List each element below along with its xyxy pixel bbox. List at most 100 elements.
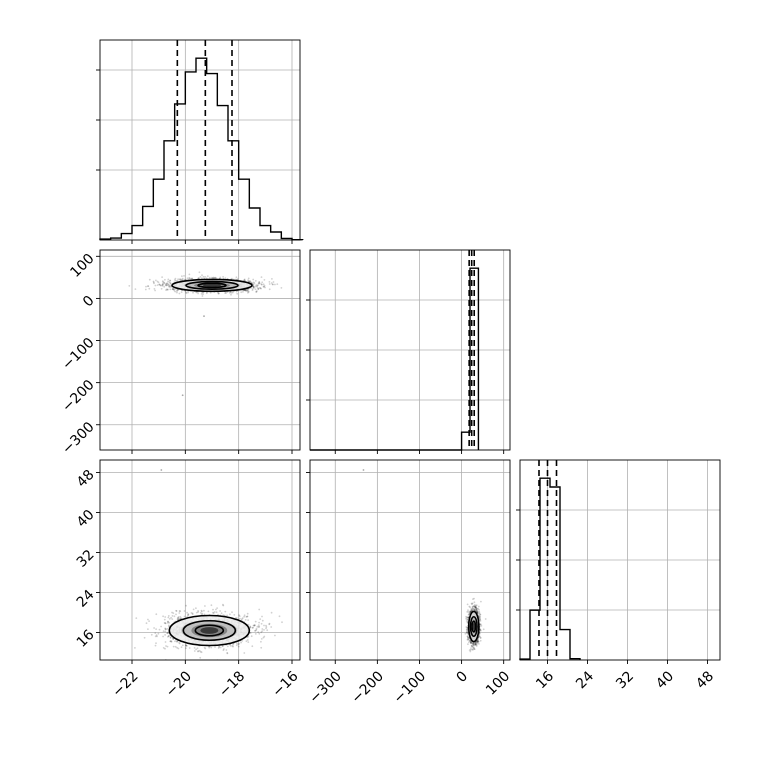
sample-point (167, 283, 170, 285)
sample-point (263, 629, 265, 631)
sample-point (472, 648, 474, 651)
sample-point (159, 284, 162, 287)
sample-point (261, 628, 264, 630)
sample-point (473, 605, 475, 608)
sample-point (174, 640, 176, 643)
sample-point (222, 604, 225, 607)
sample-point (475, 608, 477, 611)
sample-point (177, 647, 180, 650)
sample-point (466, 626, 469, 629)
sample-point (173, 279, 176, 281)
sample-point (212, 277, 215, 279)
sample-point (169, 284, 172, 287)
sample-point (471, 605, 474, 608)
sample-point (157, 281, 160, 284)
sample-point (475, 609, 478, 611)
sample-point (185, 291, 188, 294)
sample-point (212, 612, 215, 614)
sample-point (187, 613, 190, 616)
sample-point (162, 635, 165, 638)
sample-point (480, 629, 482, 632)
sample-point (185, 644, 188, 647)
sample-point (247, 623, 250, 626)
sample-point (262, 636, 265, 639)
sample-point (248, 280, 251, 283)
sample-point (170, 641, 173, 643)
sample-point (156, 280, 159, 283)
histogram-panel-p1 (306, 249, 511, 454)
sample-point (479, 618, 481, 621)
sample-point (255, 291, 257, 293)
sample-point (187, 614, 189, 617)
sample-point (252, 285, 255, 288)
sample-point (469, 641, 472, 643)
sample-point (162, 647, 165, 649)
sample-point (474, 605, 477, 608)
sample-point (469, 610, 471, 613)
sample-point (155, 628, 158, 630)
sample-point (466, 621, 469, 624)
sample-point (474, 643, 477, 646)
sample-point (475, 607, 478, 610)
sample-point (259, 618, 262, 620)
sample-point (153, 282, 155, 285)
sample-point (468, 605, 471, 608)
sample-point (247, 635, 250, 638)
sample-point (466, 618, 469, 621)
sample-point (214, 646, 216, 648)
sample-point (274, 634, 276, 637)
sample-point (197, 277, 200, 280)
sample-point (471, 642, 474, 645)
sample-point (164, 616, 167, 618)
sample-point (193, 650, 196, 652)
sample-point (255, 627, 258, 630)
sample-point (201, 295, 204, 297)
sample-point (257, 626, 260, 628)
sample-point (251, 288, 254, 290)
sample-point (210, 604, 213, 607)
histogram-panel-p2 (516, 459, 721, 664)
sample-point (164, 622, 167, 625)
sample-point (465, 616, 468, 619)
sample-point (470, 647, 472, 649)
sample-point (176, 617, 179, 620)
sample-point (257, 288, 260, 291)
sample-point (197, 277, 200, 280)
sample-point (475, 641, 477, 644)
sample-point (171, 611, 173, 614)
sample-point (251, 289, 254, 291)
sample-point (475, 642, 477, 645)
sample-point (166, 632, 169, 634)
sample-point (467, 636, 470, 639)
sample-point (153, 627, 156, 629)
sample-point (222, 649, 225, 652)
sample-point (247, 291, 249, 294)
sample-point (166, 628, 169, 630)
sample-point (169, 282, 172, 284)
sample-point (172, 288, 175, 290)
sample-point (475, 608, 478, 611)
sample-point (469, 642, 472, 645)
sample-point (166, 284, 168, 287)
sample-point (241, 617, 244, 619)
sample-point (246, 615, 249, 618)
sample-point (465, 626, 468, 628)
sample-point (466, 628, 468, 630)
sample-point (162, 281, 165, 284)
sample-point (239, 617, 241, 620)
sample-point (186, 645, 188, 647)
sample-point (177, 289, 180, 291)
contour-line (467, 610, 480, 643)
sample-point (467, 637, 469, 639)
sample-point (479, 639, 482, 642)
sample-point (166, 288, 169, 291)
sample-point (468, 641, 470, 644)
sample-point (181, 275, 183, 278)
sample-point (247, 619, 250, 621)
sample-point (175, 640, 178, 643)
x-tick-label: 40 (653, 668, 677, 692)
sample-point (479, 623, 482, 626)
sample-point (245, 616, 248, 618)
sample-point (169, 282, 172, 285)
